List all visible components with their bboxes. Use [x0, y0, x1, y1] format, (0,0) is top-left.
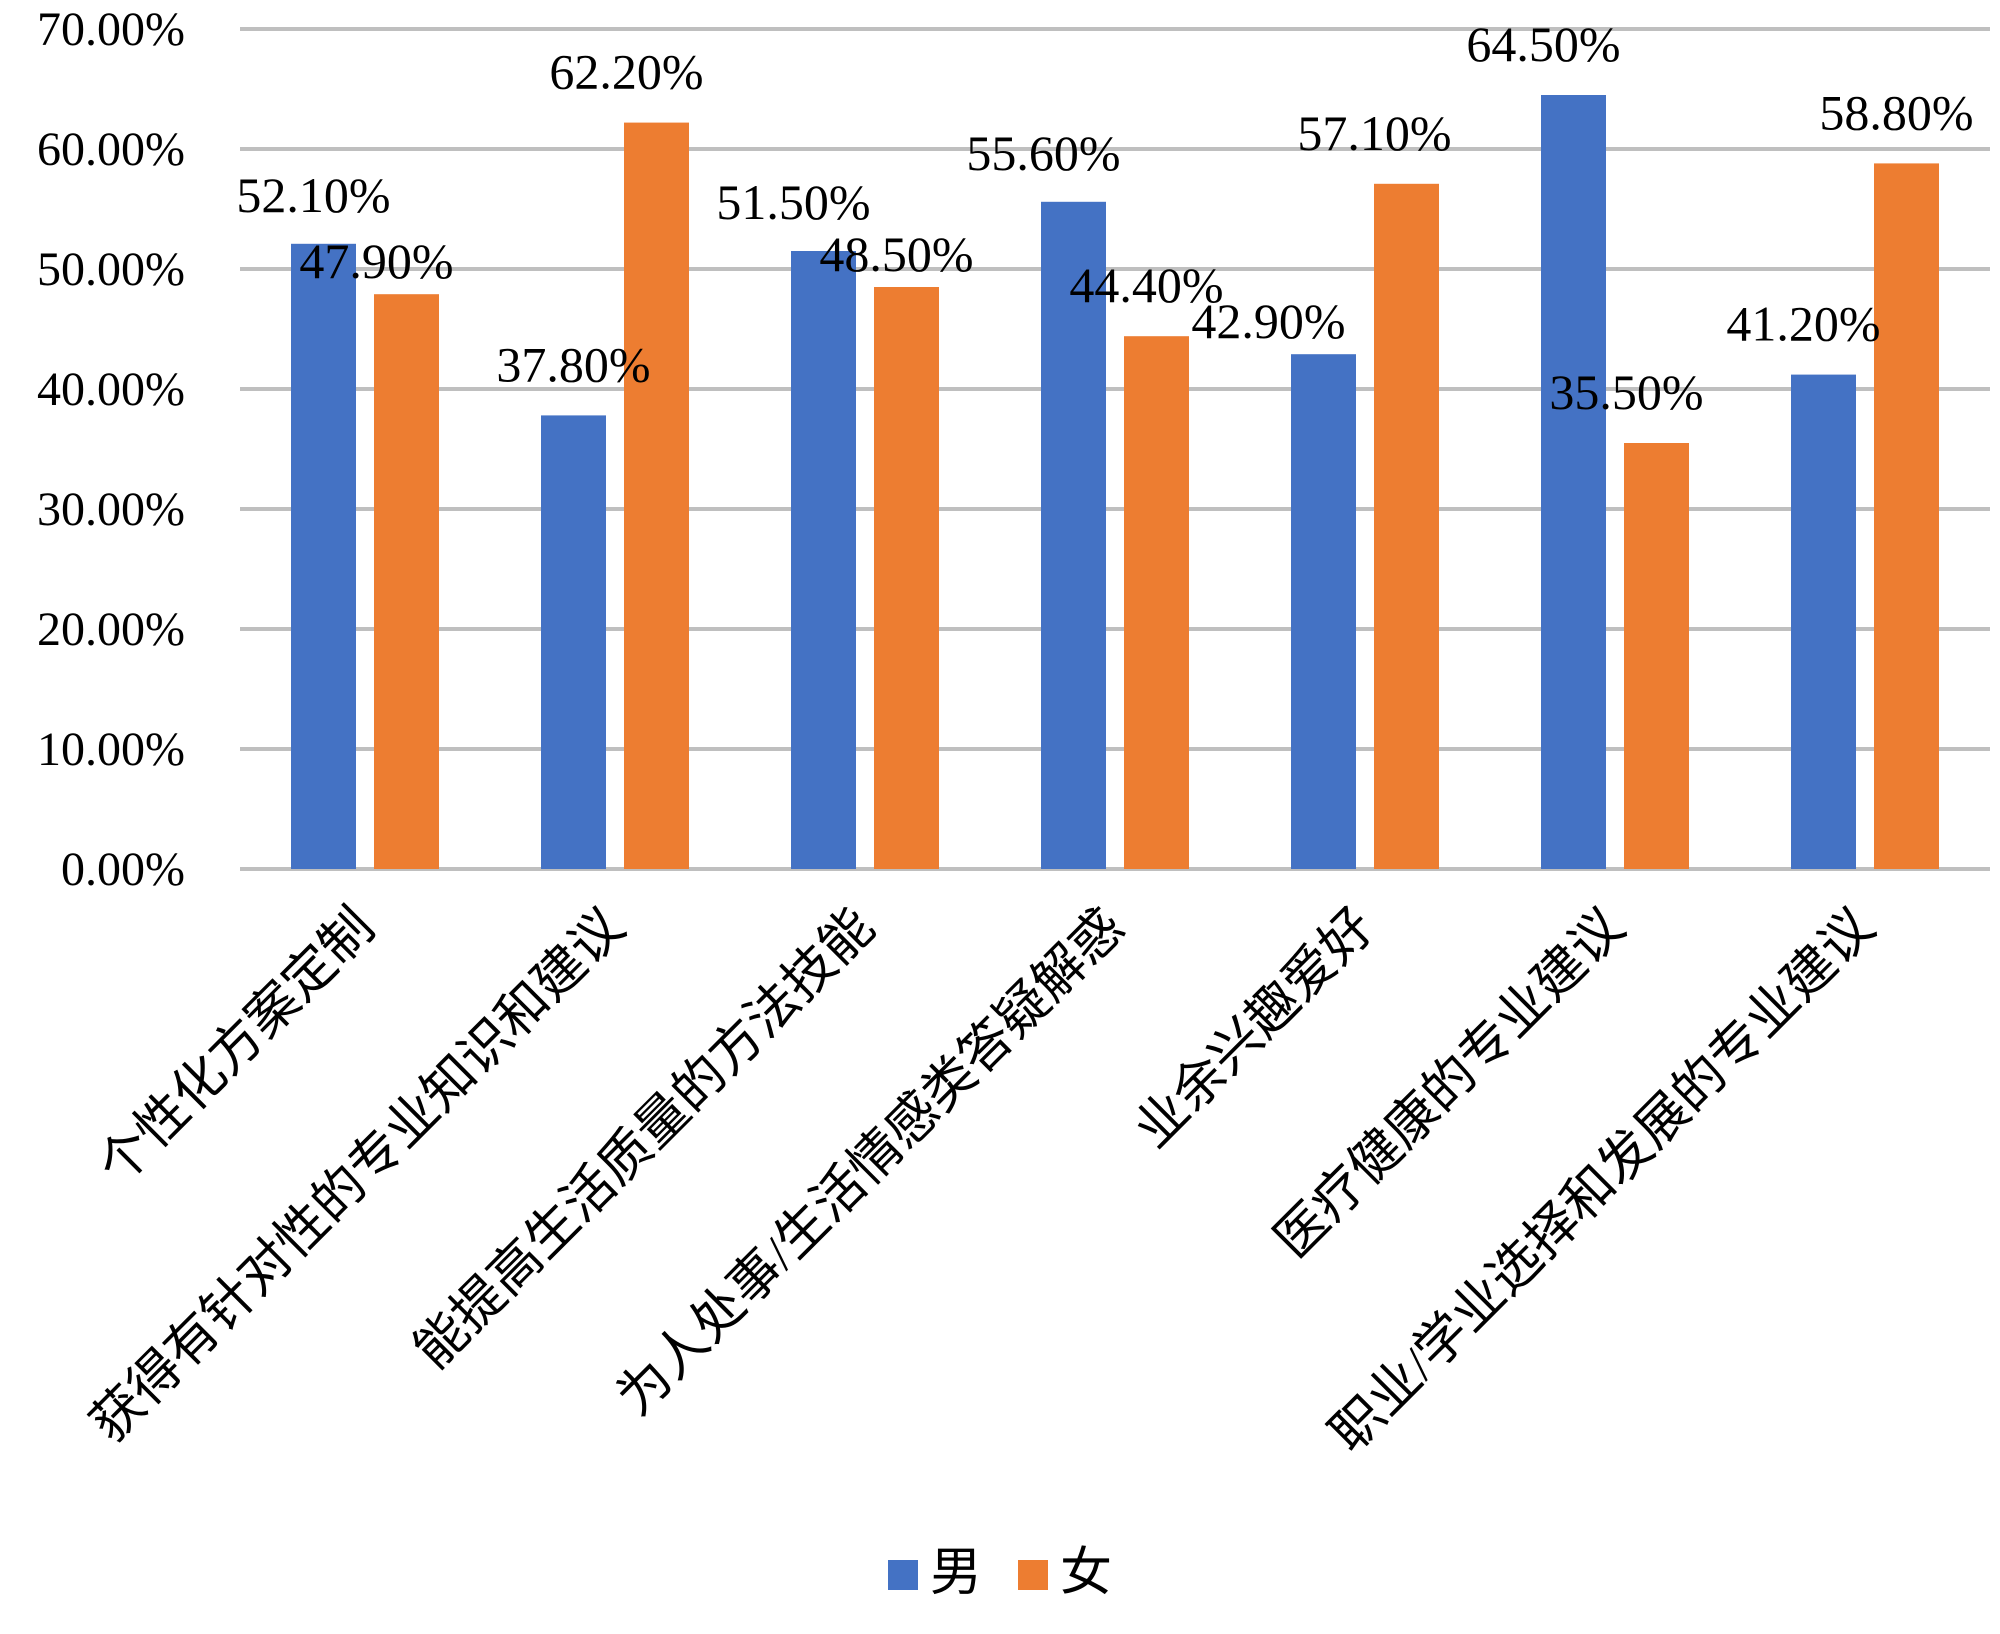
bar-male [1541, 95, 1606, 869]
data-label: 52.10% [236, 167, 390, 223]
data-label: 35.50% [1549, 364, 1703, 420]
bar-female [624, 122, 689, 870]
y-tick-label: 20.00% [37, 603, 185, 656]
x-tick-label: 能提高生活质量的方法技能 [404, 898, 886, 1380]
legend-swatch-female [1018, 1560, 1048, 1590]
data-label: 64.50% [1466, 16, 1620, 72]
bar-male [791, 251, 856, 869]
y-tick-label: 40.00% [37, 363, 185, 416]
x-tick-label: 获得有针对性的专业知识和建议 [80, 898, 635, 1453]
data-label: 47.90% [299, 233, 453, 289]
data-label: 42.90% [1191, 293, 1345, 349]
data-label: 44.40% [1069, 257, 1223, 313]
y-tick-label: 0.00% [61, 843, 185, 896]
y-tick-label: 60.00% [37, 123, 185, 176]
legend-label: 男 [930, 1545, 982, 1602]
bar-female [1374, 183, 1439, 870]
bar-female [374, 294, 439, 869]
data-label: 51.50% [716, 174, 870, 230]
bar-male [1041, 201, 1106, 870]
y-tick-label: 10.00% [37, 723, 185, 776]
bar-male [541, 415, 606, 869]
x-tick-label: 为人处事/生活情感类答疑解惑 [607, 898, 1136, 1427]
bar-male [1291, 354, 1356, 869]
y-tick-label: 30.00% [37, 483, 185, 536]
legend-swatch-male [888, 1560, 918, 1590]
data-label: 57.10% [1297, 105, 1451, 161]
data-label: 62.20% [549, 44, 703, 100]
bar-female [1874, 163, 1939, 869]
data-label: 41.20% [1726, 296, 1880, 352]
bar-female [874, 287, 939, 869]
y-tick-label: 70.00% [37, 3, 185, 56]
x-tick-label: 业余兴趣爱好 [1125, 898, 1386, 1159]
bar-male [291, 243, 356, 870]
data-label: 58.80% [1819, 84, 1973, 140]
data-label: 48.50% [819, 226, 973, 282]
bar-female [1124, 336, 1189, 869]
y-tick-label: 50.00% [37, 243, 185, 296]
data-label: 55.60% [966, 125, 1120, 181]
x-tick-label: 职业/学业选择和发展的专业建议 [1320, 898, 1885, 1463]
bar-female [1624, 443, 1689, 869]
data-label: 37.80% [496, 336, 650, 392]
bar-male [1791, 374, 1856, 869]
legend-label: 女 [1060, 1545, 1112, 1602]
